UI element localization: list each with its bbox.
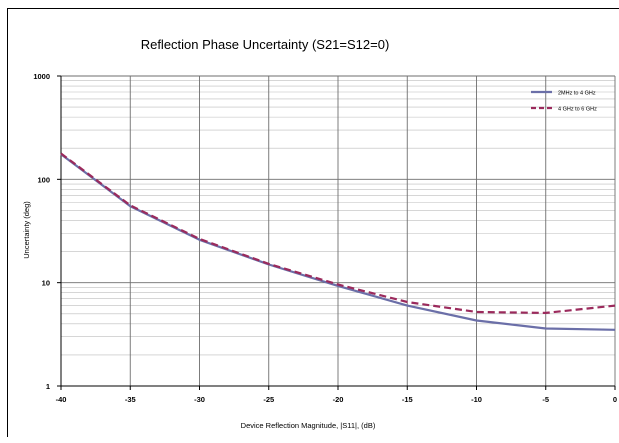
x-tick-label: -5 [542,395,549,404]
x-tick-label: -35 [125,395,136,404]
x-tick-label: -15 [402,395,413,404]
grid-layer [60,75,616,387]
legend: 2MHz to 4 GHz 4 GHz to 6 GHz [531,91,597,113]
series-line-2 [60,152,616,314]
y-tick-label: 10 [42,279,50,288]
x-tick-label: -20 [333,395,344,404]
axis-layer: -40 -35 -30 -25 -20 -15 -10 -5 0 1 10 100 1000 [33,72,617,404]
x-tick-label: 0 [613,395,617,404]
series-layer [60,152,616,331]
chart-frame: Reflection Phase Uncertainty (S21=S12=0)… [7,8,619,437]
chart-title: Reflection Phase Uncertainty (S21=S12=0) [141,37,390,52]
y-tick-label: 1000 [33,72,50,81]
y-axis-label: Uncertainty (deg) [22,201,31,259]
legend-label-1: 2MHz to 4 GHz [558,91,596,97]
x-tick-label: -25 [263,395,274,404]
x-tick-label: -30 [194,395,205,404]
x-axis-label: Device Reflection Magnitude, |S11|, (dB) [241,421,376,430]
phase-uncertainty-chart: Reflection Phase Uncertainty (S21=S12=0)… [22,37,617,430]
y-tick-label: 100 [37,175,50,184]
y-tick-label: 1 [46,382,50,391]
x-tick-label: -40 [56,395,67,404]
x-tick-label: -10 [471,395,482,404]
legend-label-2: 4 GHz to 6 GHz [558,107,597,113]
